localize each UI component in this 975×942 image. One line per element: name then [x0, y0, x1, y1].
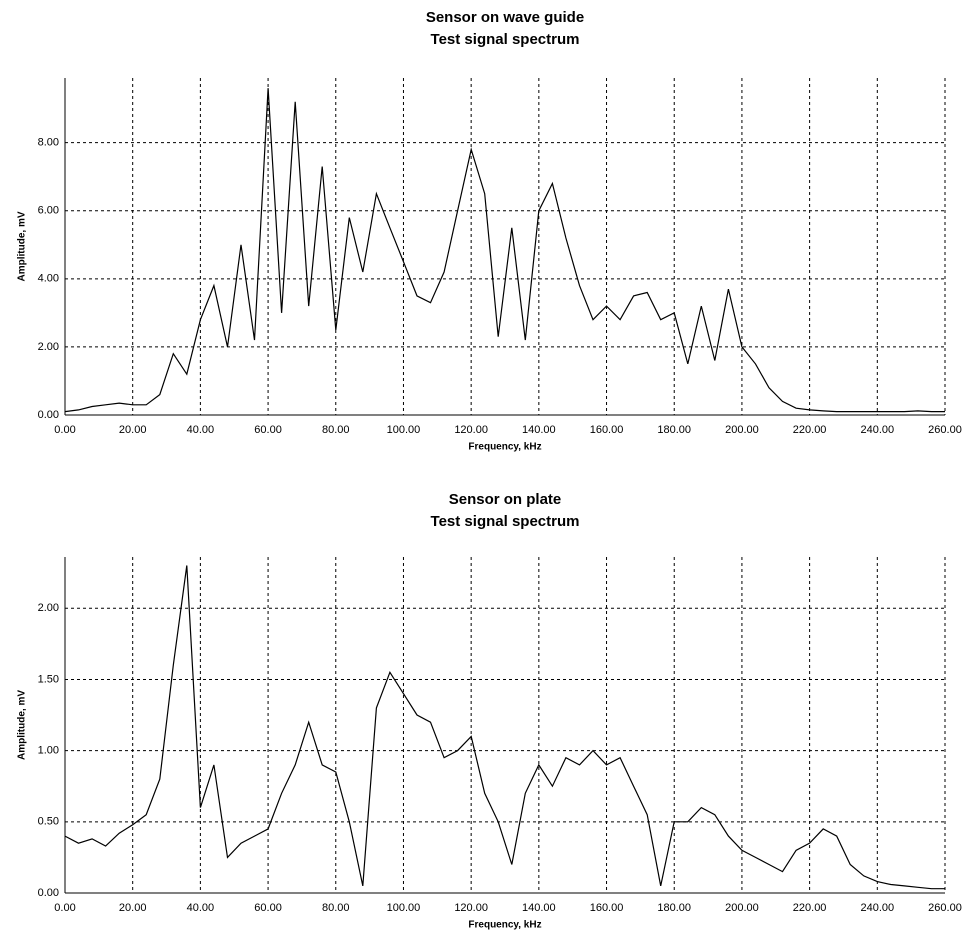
x-tick-label: 0.00	[54, 902, 75, 914]
x-tick-label: 200.00	[725, 424, 759, 436]
subplot: Sensor on wave guide Test signal spectrum…	[17, 9, 962, 453]
x-tick-label: 100.00	[387, 902, 421, 914]
x-tick-label: 0.00	[54, 424, 75, 436]
x-tick-label: 220.00	[793, 902, 827, 914]
chart-title: Sensor on plate	[449, 491, 562, 508]
x-tick-label: 40.00	[187, 902, 215, 914]
x-tick-label: 60.00	[254, 424, 282, 436]
y-tick-label: 0.00	[38, 887, 59, 899]
y-tick-label: 6.00	[38, 205, 59, 217]
chart-subtitle: Test signal spectrum	[431, 513, 580, 530]
x-tick-label: 160.00	[590, 424, 624, 436]
x-tick-label: 80.00	[322, 902, 350, 914]
x-tick-label: 20.00	[119, 902, 147, 914]
y-tick-label: 2.00	[38, 341, 59, 353]
y-tick-label: 0.00	[38, 409, 59, 421]
x-tick-label: 100.00	[387, 424, 421, 436]
x-tick-label: 140.00	[522, 424, 556, 436]
x-tick-label: 120.00	[454, 424, 488, 436]
data-line	[64, 565, 945, 890]
x-axis-label: Frequency, kHz	[468, 920, 541, 931]
x-tick-label: 160.00	[590, 902, 624, 914]
x-tick-label: 40.00	[187, 424, 215, 436]
y-tick-label: 8.00	[38, 137, 59, 149]
x-tick-label: 60.00	[254, 902, 282, 914]
y-tick-label: 0.50	[38, 816, 59, 828]
x-tick-label: 200.00	[725, 902, 759, 914]
x-tick-label: 120.00	[454, 902, 488, 914]
y-axis-label: Amplitude, mV	[17, 690, 28, 760]
x-tick-label: 240.00	[860, 902, 894, 914]
x-tick-label: 240.00	[860, 424, 894, 436]
y-axis-label: Amplitude, mV	[17, 211, 28, 281]
y-tick-label: 1.00	[38, 745, 59, 757]
x-tick-label: 220.00	[793, 424, 827, 436]
chart-subtitle: Test signal spectrum	[431, 31, 580, 48]
x-tick-label: 180.00	[657, 424, 691, 436]
y-tick-label: 2.00	[38, 602, 59, 614]
x-axis-label: Frequency, kHz	[468, 442, 541, 453]
x-tick-label: 260.00	[928, 424, 962, 436]
x-tick-label: 180.00	[657, 902, 691, 914]
subplot: Sensor on plate Test signal spectrum 0.00 0…	[17, 491, 962, 931]
chart-title: Sensor on wave guide	[426, 9, 584, 26]
x-tick-label: 20.00	[119, 424, 147, 436]
y-tick-label: 1.50	[38, 673, 59, 685]
x-tick-label: 80.00	[322, 424, 350, 436]
x-tick-label: 260.00	[928, 902, 962, 914]
x-tick-label: 140.00	[522, 902, 556, 914]
data-line	[64, 88, 945, 413]
y-tick-label: 4.00	[38, 273, 59, 285]
